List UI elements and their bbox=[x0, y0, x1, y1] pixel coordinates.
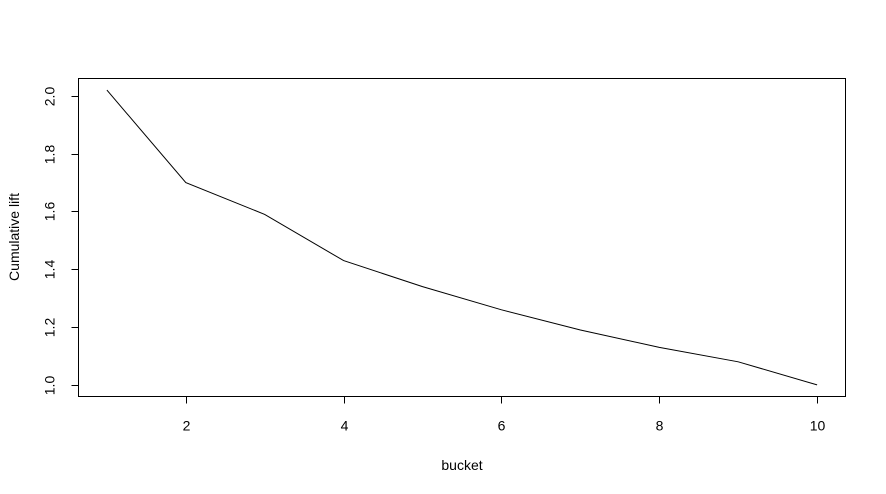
y-tick-label: 2.0 bbox=[42, 87, 58, 107]
x-tick-label: 2 bbox=[183, 418, 191, 434]
y-tick-label: 1.8 bbox=[42, 145, 58, 165]
y-tick-label: 1.6 bbox=[42, 202, 58, 222]
y-tick-label: 1.2 bbox=[42, 318, 58, 338]
plot-frame bbox=[78, 78, 846, 397]
y-tick-label: 1.0 bbox=[42, 376, 58, 396]
y-axis-title: Cumulative lift bbox=[6, 193, 22, 281]
x-tick-label: 6 bbox=[498, 418, 506, 434]
x-tick-label: 4 bbox=[341, 418, 349, 434]
x-axis: 2 4 6 8 10 bbox=[183, 396, 826, 434]
x-tick-label: 10 bbox=[810, 418, 826, 434]
x-tick-label: 8 bbox=[656, 418, 664, 434]
cumulative-lift-line bbox=[106, 89, 818, 386]
y-axis: 1.0 1.2 1.4 1.6 1.8 2.0 bbox=[42, 87, 79, 396]
x-axis-title: bucket bbox=[441, 457, 482, 473]
y-tick-label: 1.4 bbox=[42, 260, 58, 280]
